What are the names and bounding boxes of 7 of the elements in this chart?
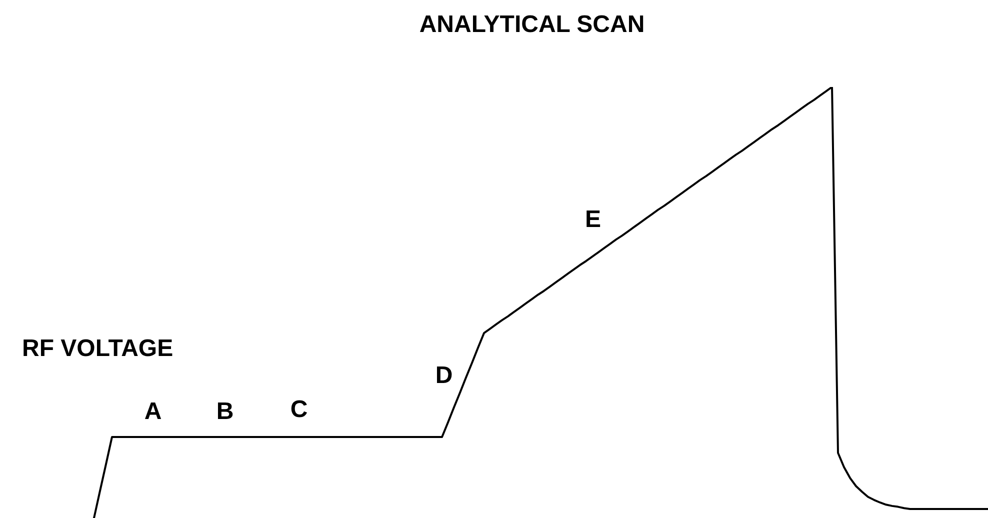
annotation: D: [435, 362, 453, 389]
annotation: C: [290, 396, 308, 423]
chart-title: ANALYTICAL SCAN: [419, 11, 645, 38]
annotation: E: [584, 206, 602, 233]
annotation: B: [216, 398, 234, 425]
annotation: A: [144, 398, 162, 425]
text: RF VOLTAGE: [22, 335, 174, 362]
